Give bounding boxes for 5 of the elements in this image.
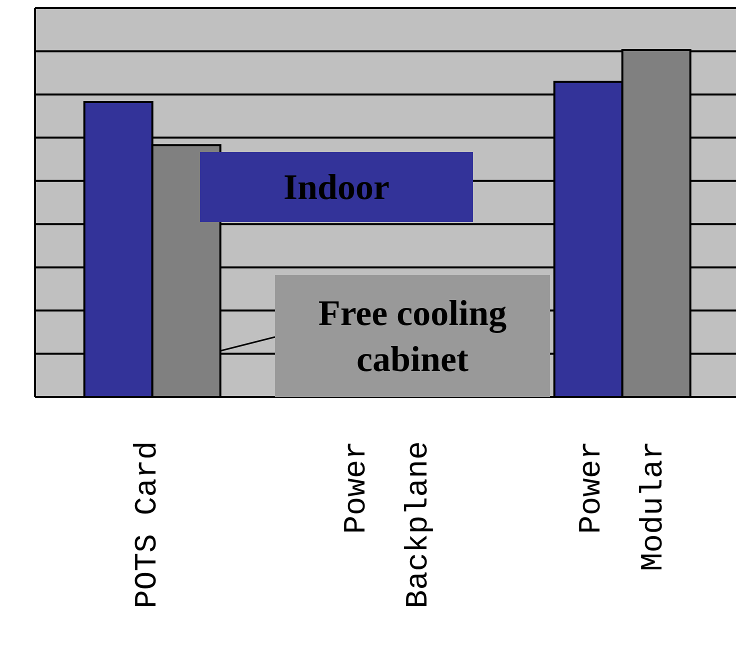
x-tick-label: Power Modular — [574, 441, 672, 572]
text: Indoor — [283, 166, 390, 209]
legend-label: Free cooling cabinet — [317, 292, 508, 381]
x-tick-label: Power Backplane — [340, 441, 437, 608]
x-tick-label: POTS Card — [130, 441, 166, 608]
